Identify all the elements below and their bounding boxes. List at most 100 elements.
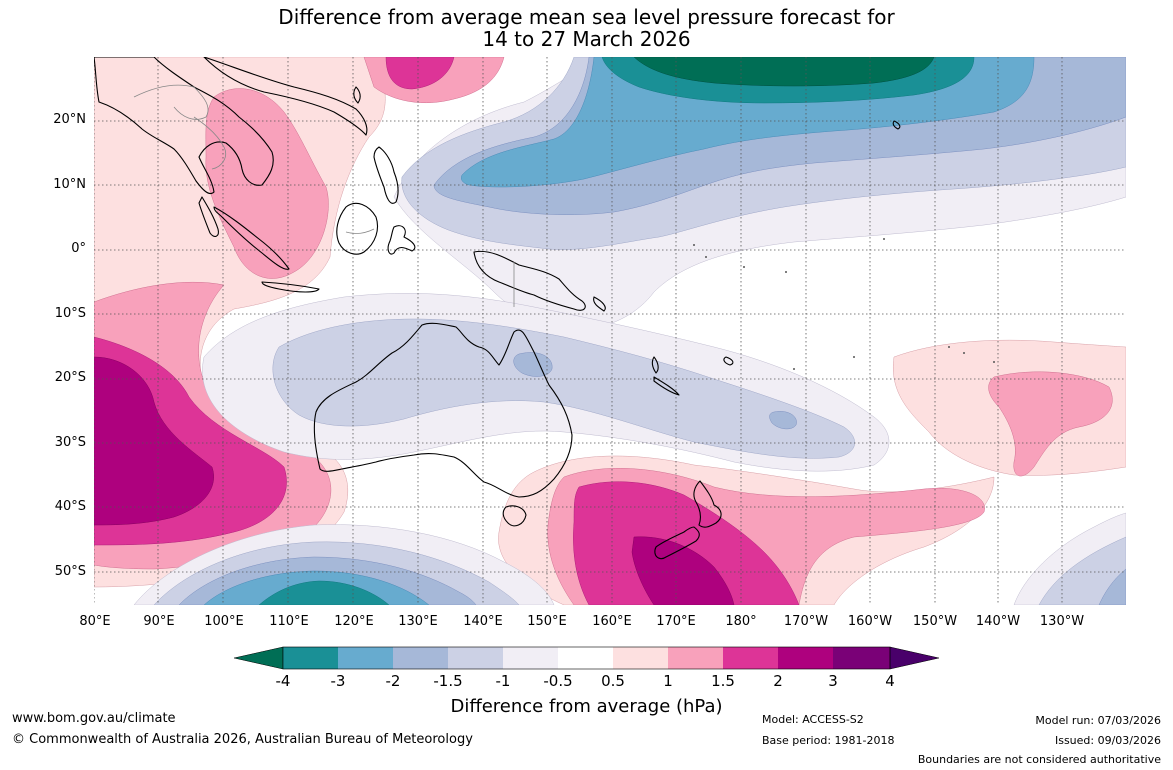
country-borders xyxy=(133,84,515,307)
tasman-2hpa-region xyxy=(631,536,735,605)
model-name: Model: ACCESS-S2 xyxy=(762,713,864,726)
border-sea-2 xyxy=(193,116,227,170)
colorbar-cell-12 xyxy=(833,647,890,669)
colorbar xyxy=(233,646,940,670)
australia-neg-1.5-region xyxy=(513,352,797,430)
lon-label-160e: 160°E xyxy=(592,614,632,629)
colorbar-cell-11 xyxy=(778,647,833,669)
island-dot xyxy=(963,352,965,354)
issued-date: Issued: 09/03/2026 xyxy=(1054,734,1161,747)
vanuatu xyxy=(651,356,659,374)
base-period: Base period: 1981-2018 xyxy=(762,734,895,747)
lat-label-10s: 10°S xyxy=(54,306,86,321)
island-dot xyxy=(693,244,695,246)
colorbar-cell-extend-low xyxy=(233,646,284,670)
borneo-coastline xyxy=(336,202,379,255)
lat-label-equator: 0° xyxy=(71,241,86,256)
lon-label-90e: 90°E xyxy=(143,614,175,629)
colorbar-tick-label: -0.5 xyxy=(543,672,573,690)
colorbar-tick-label: -1 xyxy=(495,672,511,690)
se-pacific-neg-1-region xyxy=(1038,536,1126,605)
model-run-date: Model run: 07/03/2026 xyxy=(1035,714,1161,727)
colorbar-cell-6 xyxy=(503,647,558,669)
lon-label-80e: 80°E xyxy=(79,614,111,629)
indian-ocean-2hpa-region xyxy=(94,356,214,526)
map-title-line1: Difference from average mean sea level p… xyxy=(278,5,895,29)
colorbar-outline xyxy=(282,646,891,670)
colorbar-tick-label: 1.5 xyxy=(711,672,735,690)
lat-label-10n: 10°N xyxy=(53,177,86,192)
colorbar-tick-label: 4 xyxy=(885,672,895,690)
lon-label-130w: 130°W xyxy=(1039,614,1085,629)
malay-peninsula-coastline xyxy=(198,196,219,238)
lon-label-130e: 130°E xyxy=(398,614,438,629)
colorbar-cell-4 xyxy=(393,647,448,669)
philippines-coastline xyxy=(373,146,399,204)
map-title-line2: 14 to 27 March 2026 xyxy=(482,27,691,51)
island-dot xyxy=(948,346,950,348)
lat-label-30s: 30°S xyxy=(54,435,86,450)
island-dot xyxy=(883,238,885,240)
island-dot xyxy=(785,271,787,273)
lon-label-120e: 120°E xyxy=(334,614,374,629)
colorbar-tick-label: 0.5 xyxy=(601,672,625,690)
colorbar-tick-label: 1 xyxy=(663,672,673,690)
colorbar-cell-extend-high xyxy=(889,646,940,670)
lon-label-110e: 110°E xyxy=(269,614,309,629)
island-dot xyxy=(853,356,855,358)
lon-label-140e: 140°E xyxy=(463,614,503,629)
island-dot xyxy=(793,368,795,370)
north-pacific-1.5-region xyxy=(385,57,455,90)
lat-label-20s: 20°S xyxy=(54,370,86,385)
coastlines xyxy=(94,57,901,560)
tasmania-coastline xyxy=(502,505,527,527)
island-dot xyxy=(993,361,995,363)
lat-label-40s: 40°S xyxy=(54,499,86,514)
china-coast xyxy=(203,57,368,136)
colorbar-tick-label: -3 xyxy=(330,672,346,690)
fiji xyxy=(723,356,734,366)
border-borneo xyxy=(345,228,375,234)
new-caledonia xyxy=(653,376,680,396)
map-svg xyxy=(94,57,1126,605)
lon-label-140w: 140°W xyxy=(975,614,1021,629)
lat-label-20n: 20°N xyxy=(53,112,86,127)
colorbar-cell-10 xyxy=(723,647,778,669)
lon-label-170e: 170°E xyxy=(656,614,696,629)
north-pacific-neg-4-region xyxy=(633,57,935,87)
island-dot xyxy=(705,256,707,258)
solomon-islands xyxy=(593,296,606,312)
graticule xyxy=(94,57,1126,605)
tasman-1.5-region xyxy=(573,481,800,605)
colorbar-cell-2 xyxy=(283,647,338,669)
colorbar-cell-8 xyxy=(613,647,668,669)
taiwan-coastline xyxy=(353,86,361,104)
southern-ocean-neg-3-region xyxy=(258,580,390,605)
island-dot xyxy=(743,266,745,268)
colorbar-tick-label: -2 xyxy=(385,672,401,690)
lon-label-150e: 150°E xyxy=(527,614,567,629)
colorbar-cell-7 xyxy=(558,647,613,669)
small-islands xyxy=(693,238,995,370)
disclaimer-text: Boundaries are not considered authoritat… xyxy=(917,753,1161,766)
sumatra-coastline xyxy=(213,206,290,270)
pressure-anomaly-map xyxy=(94,57,1126,605)
website-link[interactable]: www.bom.gov.au/climate xyxy=(12,711,176,726)
new-zealand-north-island xyxy=(693,480,722,528)
colorbar-tick-label: 2 xyxy=(773,672,783,690)
hawaii xyxy=(892,120,901,130)
colorbar-cell-9 xyxy=(668,647,723,669)
lat-label-50s: 50°S xyxy=(54,564,86,579)
copyright-text: © Commonwealth of Australia 2026, Austra… xyxy=(12,732,473,747)
new-zealand-south-island xyxy=(654,526,700,560)
se-pacific-neg-1.5-region xyxy=(1098,568,1126,605)
indochina-coastline xyxy=(94,57,274,195)
sulawesi-coastline xyxy=(387,225,416,255)
lon-label-180: 180° xyxy=(725,614,757,629)
new-guinea-coastline xyxy=(473,250,586,311)
colorbar-tick-label: -1.5 xyxy=(433,672,463,690)
lon-label-100e: 100°E xyxy=(204,614,244,629)
lon-label-170w: 170°W xyxy=(783,614,829,629)
lon-label-150w: 150°W xyxy=(912,614,958,629)
colorbar-title: Difference from average (hPa) xyxy=(450,696,723,717)
